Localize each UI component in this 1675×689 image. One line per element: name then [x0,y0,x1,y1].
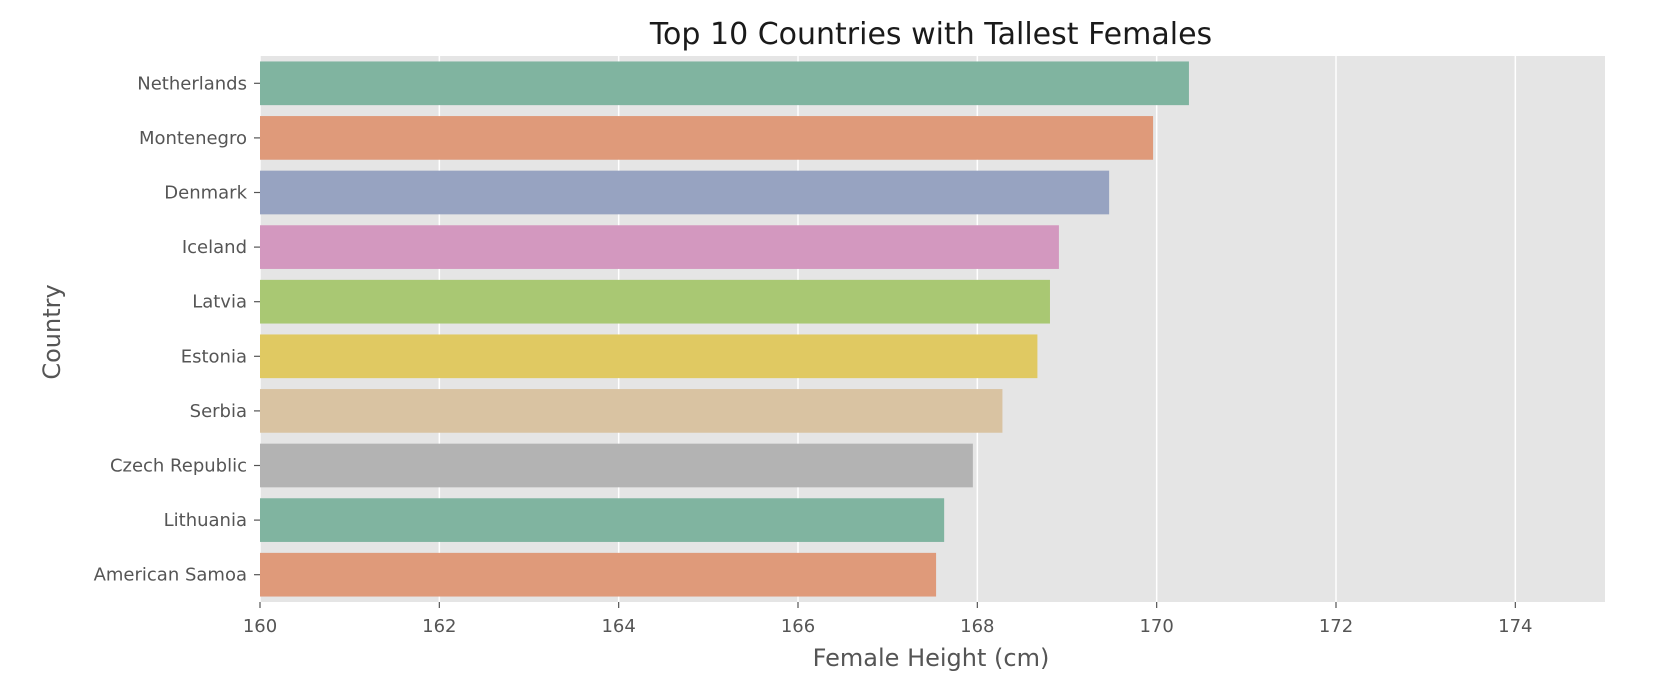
bar-estonia [260,334,1038,379]
y-tick-label: Denmark [164,183,247,204]
bar-netherlands [260,61,1189,106]
y-tick-label: Serbia [190,401,247,422]
bars [260,61,1189,597]
bar-iceland [260,225,1059,269]
y-tick-label: Montenegro [139,128,247,149]
x-tick-label: 160 [243,616,277,637]
y-tick-label: Netherlands [137,73,247,94]
x-axis-label: Female Height (cm) [813,644,1050,672]
x-tick-label: 172 [1319,616,1353,637]
bar-american-samoa [260,552,937,597]
y-tick-label: Latvia [192,292,247,313]
bar-latvia [260,279,1050,324]
x-tick-label: 164 [601,616,635,637]
y-axis-label: Country [38,284,66,379]
chart-title: Top 10 Countries with Tallest Females [649,17,1212,52]
y-tick-label: Czech Republic [110,456,247,477]
y-tick-label: Estonia [181,346,247,367]
x-axis-ticks: 160 162 164 166 168 170 172 174 [243,602,1533,637]
y-tick-label: Iceland [182,237,247,258]
y-axis-ticks: Netherlands Montenegro Denmark Iceland Latvi… [94,73,260,586]
bar-serbia [260,389,1003,433]
x-tick-label: 174 [1498,616,1532,637]
x-tick-label: 168 [960,616,994,637]
bar-denmark [260,170,1110,215]
bar-montenegro [260,116,1154,160]
y-tick-label: American Samoa [94,565,247,586]
bar-lithuania [260,498,945,542]
y-tick-label: Lithuania [164,510,247,531]
bar-czech-republic [260,443,973,488]
x-tick-label: 162 [422,616,456,637]
x-tick-label: 170 [1139,616,1173,637]
x-tick-label: 166 [781,616,815,637]
